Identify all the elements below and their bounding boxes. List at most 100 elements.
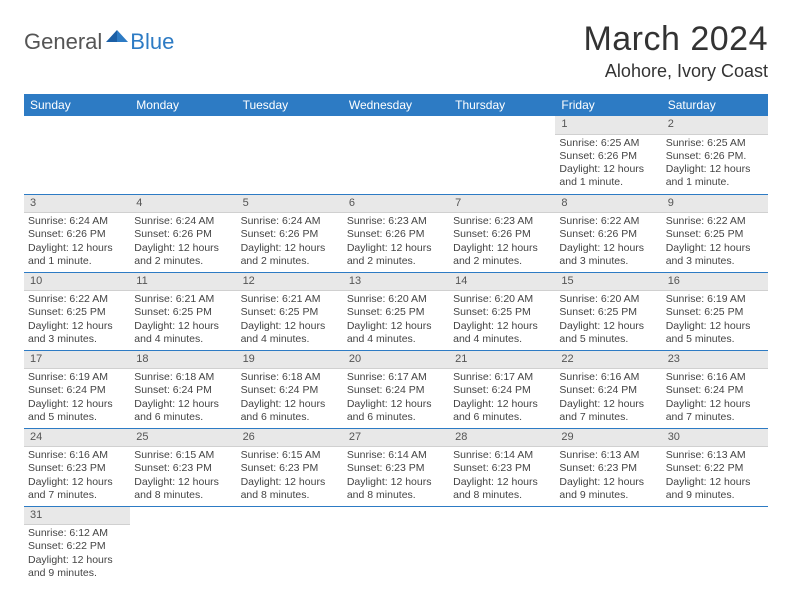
sunrise-text: Sunrise: 6:14 AM: [453, 449, 551, 462]
daylight-text: Daylight: 12 hours and 2 minutes.: [241, 242, 339, 268]
day-number: 18: [130, 351, 236, 370]
daylight-text: Daylight: 12 hours and 6 minutes.: [134, 398, 232, 424]
sunset-text: Sunset: 6:25 PM: [453, 306, 551, 319]
sunset-text: Sunset: 6:22 PM: [666, 462, 764, 475]
day-number: 13: [343, 273, 449, 292]
calendar-day-cell: 12Sunrise: 6:21 AMSunset: 6:25 PMDayligh…: [237, 272, 343, 350]
daylight-text: Daylight: 12 hours and 3 minutes.: [559, 242, 657, 268]
weekday-header: Wednesday: [343, 94, 449, 116]
calendar-day-cell: 23Sunrise: 6:16 AMSunset: 6:24 PMDayligh…: [662, 350, 768, 428]
sunset-text: Sunset: 6:24 PM: [134, 384, 232, 397]
sunset-text: Sunset: 6:23 PM: [28, 462, 126, 475]
sunset-text: Sunset: 6:26 PM: [453, 228, 551, 241]
day-number: 17: [24, 351, 130, 370]
day-content: Sunrise: 6:16 AMSunset: 6:24 PMDaylight:…: [555, 369, 661, 426]
daylight-text: Daylight: 12 hours and 2 minutes.: [134, 242, 232, 268]
daylight-text: Daylight: 12 hours and 7 minutes.: [28, 476, 126, 502]
calendar-day-cell: 6Sunrise: 6:23 AMSunset: 6:26 PMDaylight…: [343, 194, 449, 272]
daylight-text: Daylight: 12 hours and 1 minute.: [28, 242, 126, 268]
weekday-header: Friday: [555, 94, 661, 116]
day-content: Sunrise: 6:15 AMSunset: 6:23 PMDaylight:…: [237, 447, 343, 504]
month-title: March 2024: [583, 20, 768, 59]
sunrise-text: Sunrise: 6:12 AM: [28, 527, 126, 540]
calendar-week-row: 17Sunrise: 6:19 AMSunset: 6:24 PMDayligh…: [24, 350, 768, 428]
logo-text-general: General: [24, 29, 102, 55]
sunset-text: Sunset: 6:24 PM: [559, 384, 657, 397]
day-number: 10: [24, 273, 130, 292]
daylight-text: Daylight: 12 hours and 9 minutes.: [559, 476, 657, 502]
day-content: Sunrise: 6:15 AMSunset: 6:23 PMDaylight:…: [130, 447, 236, 504]
day-number: 3: [24, 195, 130, 214]
calendar-day-cell: 9Sunrise: 6:22 AMSunset: 6:25 PMDaylight…: [662, 194, 768, 272]
day-content: Sunrise: 6:22 AMSunset: 6:25 PMDaylight:…: [662, 213, 768, 270]
calendar-day-cell: 21Sunrise: 6:17 AMSunset: 6:24 PMDayligh…: [449, 350, 555, 428]
day-number: 22: [555, 351, 661, 370]
daylight-text: Daylight: 12 hours and 6 minutes.: [347, 398, 445, 424]
calendar-day-cell: 4Sunrise: 6:24 AMSunset: 6:26 PMDaylight…: [130, 194, 236, 272]
calendar-week-row: 1Sunrise: 6:25 AMSunset: 6:26 PMDaylight…: [24, 116, 768, 194]
calendar-empty-cell: [343, 116, 449, 194]
daylight-text: Daylight: 12 hours and 1 minute.: [666, 163, 764, 189]
daylight-text: Daylight: 12 hours and 8 minutes.: [347, 476, 445, 502]
day-content: Sunrise: 6:21 AMSunset: 6:25 PMDaylight:…: [130, 291, 236, 348]
sunrise-text: Sunrise: 6:23 AM: [453, 215, 551, 228]
day-content: Sunrise: 6:16 AMSunset: 6:23 PMDaylight:…: [24, 447, 130, 504]
calendar-day-cell: 7Sunrise: 6:23 AMSunset: 6:26 PMDaylight…: [449, 194, 555, 272]
day-content: Sunrise: 6:17 AMSunset: 6:24 PMDaylight:…: [449, 369, 555, 426]
daylight-text: Daylight: 12 hours and 8 minutes.: [241, 476, 339, 502]
day-content: Sunrise: 6:13 AMSunset: 6:22 PMDaylight:…: [662, 447, 768, 504]
sunset-text: Sunset: 6:26 PM: [559, 150, 657, 163]
sunset-text: Sunset: 6:24 PM: [453, 384, 551, 397]
day-number: 12: [237, 273, 343, 292]
calendar-day-cell: 25Sunrise: 6:15 AMSunset: 6:23 PMDayligh…: [130, 428, 236, 506]
daylight-text: Daylight: 12 hours and 9 minutes.: [666, 476, 764, 502]
sunset-text: Sunset: 6:26 PM: [134, 228, 232, 241]
sunrise-text: Sunrise: 6:17 AM: [347, 371, 445, 384]
daylight-text: Daylight: 12 hours and 4 minutes.: [134, 320, 232, 346]
daylight-text: Daylight: 12 hours and 5 minutes.: [666, 320, 764, 346]
calendar-day-cell: 2Sunrise: 6:25 AMSunset: 6:26 PM.Dayligh…: [662, 116, 768, 194]
daylight-text: Daylight: 12 hours and 5 minutes.: [559, 320, 657, 346]
daylight-text: Daylight: 12 hours and 1 minute.: [559, 163, 657, 189]
daylight-text: Daylight: 12 hours and 7 minutes.: [559, 398, 657, 424]
sunrise-text: Sunrise: 6:25 AM: [666, 137, 764, 150]
day-number: 11: [130, 273, 236, 292]
calendar-day-cell: 10Sunrise: 6:22 AMSunset: 6:25 PMDayligh…: [24, 272, 130, 350]
day-content: Sunrise: 6:23 AMSunset: 6:26 PMDaylight:…: [449, 213, 555, 270]
sunrise-text: Sunrise: 6:19 AM: [28, 371, 126, 384]
title-block: March 2024 Alohore, Ivory Coast: [583, 20, 768, 82]
calendar-empty-cell: [662, 506, 768, 584]
sunrise-text: Sunrise: 6:18 AM: [241, 371, 339, 384]
day-content: Sunrise: 6:25 AMSunset: 6:26 PMDaylight:…: [555, 135, 661, 192]
weekday-header: Sunday: [24, 94, 130, 116]
sunset-text: Sunset: 6:26 PM: [241, 228, 339, 241]
day-number: 15: [555, 273, 661, 292]
header: General Blue March 2024 Alohore, Ivory C…: [24, 20, 768, 82]
sunset-text: Sunset: 6:23 PM: [453, 462, 551, 475]
day-content: Sunrise: 6:19 AMSunset: 6:25 PMDaylight:…: [662, 291, 768, 348]
daylight-text: Daylight: 12 hours and 8 minutes.: [134, 476, 232, 502]
sunset-text: Sunset: 6:23 PM: [134, 462, 232, 475]
sunset-text: Sunset: 6:25 PM: [666, 228, 764, 241]
day-number: 19: [237, 351, 343, 370]
sunrise-text: Sunrise: 6:19 AM: [666, 293, 764, 306]
calendar-body: 1Sunrise: 6:25 AMSunset: 6:26 PMDaylight…: [24, 116, 768, 584]
day-number: 6: [343, 195, 449, 214]
calendar-empty-cell: [449, 116, 555, 194]
sunset-text: Sunset: 6:26 PM: [28, 228, 126, 241]
sunrise-text: Sunrise: 6:17 AM: [453, 371, 551, 384]
sunset-text: Sunset: 6:24 PM: [241, 384, 339, 397]
calendar-day-cell: 20Sunrise: 6:17 AMSunset: 6:24 PMDayligh…: [343, 350, 449, 428]
daylight-text: Daylight: 12 hours and 2 minutes.: [347, 242, 445, 268]
day-number: 25: [130, 429, 236, 448]
daylight-text: Daylight: 12 hours and 7 minutes.: [666, 398, 764, 424]
sunrise-text: Sunrise: 6:20 AM: [559, 293, 657, 306]
calendar-day-cell: 19Sunrise: 6:18 AMSunset: 6:24 PMDayligh…: [237, 350, 343, 428]
sunrise-text: Sunrise: 6:23 AM: [347, 215, 445, 228]
day-content: Sunrise: 6:24 AMSunset: 6:26 PMDaylight:…: [130, 213, 236, 270]
calendar-day-cell: 22Sunrise: 6:16 AMSunset: 6:24 PMDayligh…: [555, 350, 661, 428]
daylight-text: Daylight: 12 hours and 6 minutes.: [241, 398, 339, 424]
calendar-day-cell: 18Sunrise: 6:18 AMSunset: 6:24 PMDayligh…: [130, 350, 236, 428]
sunrise-text: Sunrise: 6:25 AM: [559, 137, 657, 150]
day-content: Sunrise: 6:22 AMSunset: 6:26 PMDaylight:…: [555, 213, 661, 270]
